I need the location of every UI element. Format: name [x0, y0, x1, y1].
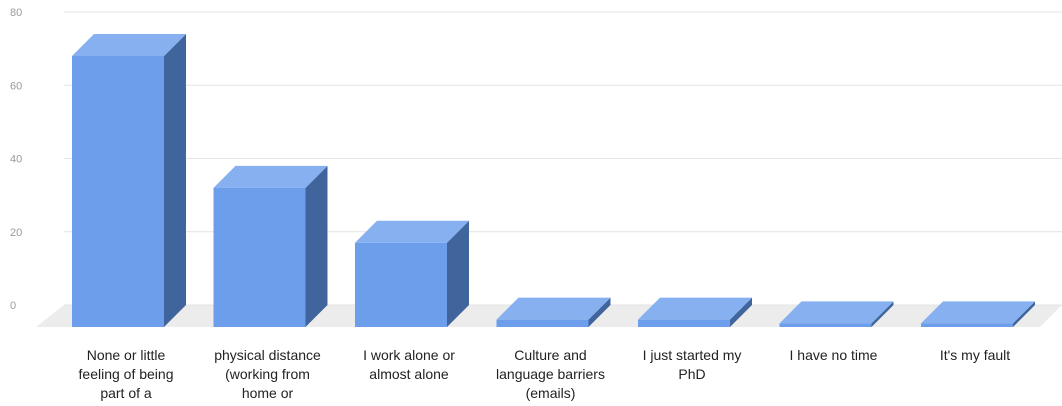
x-category-label-line: almost alone: [369, 366, 449, 382]
x-category-label: None or little feeling of being part of a: [79, 347, 174, 401]
x-category-label: I have no time: [790, 347, 878, 363]
bar-front: [496, 319, 589, 327]
x-category-label-line: language barriers: [496, 366, 605, 382]
x-category-label-line: I just started my: [643, 347, 742, 363]
bar-top: [213, 165, 328, 188]
x-category-label: I work alone or almost alone: [363, 347, 455, 382]
bar-side: [305, 165, 328, 327]
x-category-label-line: It's my fault: [940, 347, 1010, 363]
x-category-label-line: physical distance: [214, 347, 321, 363]
y-tick-label: 80: [10, 7, 22, 19]
x-category-label-line: part of a: [100, 385, 152, 401]
bar-top: [355, 220, 469, 243]
bar: [779, 301, 894, 327]
bar-top: [496, 297, 611, 320]
bar-top: [921, 301, 1035, 324]
x-category-label-line: feeling of being: [79, 366, 174, 382]
bar: [638, 297, 752, 327]
y-tick-label: 60: [10, 80, 22, 92]
x-category-label-line: home or: [242, 385, 294, 401]
y-tick-label: 40: [10, 154, 22, 166]
bar-top: [779, 301, 894, 324]
bar-side: [730, 297, 752, 327]
bar: [921, 301, 1035, 327]
x-category-label: Culture and language barriers (emails): [496, 347, 605, 401]
bar-side: [164, 33, 186, 327]
bar: [496, 297, 611, 327]
bar-front: [72, 55, 164, 327]
y-tick-label: 0: [10, 300, 16, 312]
bar-front: [355, 242, 447, 327]
bar-front: [779, 323, 872, 327]
x-category-label-line: Culture and: [514, 347, 586, 363]
bar: [355, 220, 469, 327]
x-category-label-line: I have no time: [790, 347, 878, 363]
x-axis-labels: None or little feeling of being part of a p…: [79, 347, 1011, 401]
x-category-label-line: (emails): [526, 385, 576, 401]
bars: [72, 33, 1035, 327]
bar: [213, 165, 328, 327]
x-category-label-line: PhD: [678, 366, 705, 382]
bar-front: [213, 187, 306, 327]
x-category-label: It's my fault: [940, 347, 1010, 363]
bar-front: [638, 319, 730, 327]
bar: [72, 33, 186, 327]
y-axis-ticks: 0 20 40 60 80: [10, 7, 22, 312]
bar-side: [871, 301, 894, 327]
bar-side: [588, 297, 611, 327]
x-category-label-line: None or little: [87, 347, 166, 363]
bar-side: [1013, 301, 1035, 327]
y-tick-label: 20: [10, 227, 22, 239]
x-category-label-line: (working from: [225, 366, 310, 382]
x-category-label: physical distance (working from home or: [214, 347, 321, 401]
bar-side: [447, 220, 469, 327]
bar-top: [638, 297, 752, 320]
x-category-label-line: I work alone or: [363, 347, 455, 363]
bar-front: [921, 323, 1013, 327]
bar-top: [72, 33, 186, 56]
x-category-label: I just started my PhD: [643, 347, 742, 382]
